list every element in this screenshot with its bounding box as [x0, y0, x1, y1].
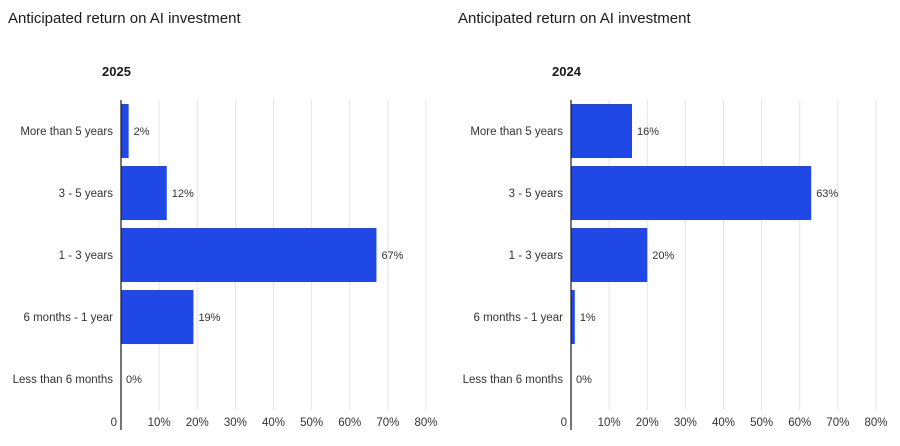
x-tick-label: 30%	[224, 417, 247, 429]
bar[interactable]	[571, 228, 648, 282]
value-label: 2%	[134, 126, 150, 138]
x-tick-label: 50%	[300, 417, 323, 429]
bar[interactable]	[571, 166, 812, 220]
value-label: 63%	[816, 188, 838, 200]
bar[interactable]	[121, 228, 377, 282]
x-tick-label: 50%	[750, 417, 773, 429]
value-label: 67%	[381, 250, 403, 262]
x-tick-label: 70%	[376, 417, 399, 429]
bar[interactable]	[121, 166, 167, 220]
bar[interactable]	[121, 290, 194, 344]
x-tick-label: 60%	[338, 417, 361, 429]
category-label: Less than 6 months	[13, 374, 114, 386]
value-label: 16%	[637, 126, 659, 138]
x-tick-label: 80%	[864, 417, 887, 429]
category-label: 3 - 5 years	[509, 188, 564, 200]
value-label: 20%	[652, 250, 674, 262]
value-label: 0%	[576, 374, 592, 386]
x-tick-label: 10%	[598, 417, 621, 429]
x-tick-label: 40%	[712, 417, 735, 429]
x-tick-label: 0	[561, 417, 567, 429]
chart-title: Anticipated return on AI investment	[8, 10, 241, 27]
x-tick-label: 30%	[674, 417, 697, 429]
value-label: 0%	[126, 374, 142, 386]
x-tick-label: 0	[111, 417, 117, 429]
category-label: 6 months - 1 year	[474, 312, 564, 324]
x-tick-label: 70%	[826, 417, 849, 429]
chart-subtitle: 2025	[102, 64, 131, 79]
category-label: 6 months - 1 year	[24, 312, 114, 324]
x-tick-label: 20%	[636, 417, 659, 429]
bar[interactable]	[571, 290, 575, 344]
category-label: 1 - 3 years	[59, 250, 114, 262]
chart-title: Anticipated return on AI investment	[458, 10, 691, 27]
chart-1: Anticipated return on AI investment 2025 0…	[8, 10, 438, 430]
bar[interactable]	[121, 104, 129, 158]
bar[interactable]	[571, 104, 632, 158]
x-tick-label: 10%	[148, 417, 171, 429]
chart-subtitle: 2024	[552, 64, 582, 79]
x-tick-label: 80%	[414, 417, 437, 429]
x-tick-label: 20%	[186, 417, 209, 429]
value-label: 19%	[198, 312, 220, 324]
category-label: More than 5 years	[470, 126, 563, 138]
chart-2: Anticipated return on AI investment 2024 0…	[458, 10, 888, 430]
category-label: More than 5 years	[20, 126, 113, 138]
x-tick-label: 40%	[262, 417, 285, 429]
category-label: Less than 6 months	[463, 374, 564, 386]
category-label: 3 - 5 years	[59, 188, 114, 200]
value-label: 1%	[580, 312, 596, 324]
category-label: 1 - 3 years	[509, 250, 564, 262]
x-tick-label: 60%	[788, 417, 811, 429]
value-label: 12%	[172, 188, 194, 200]
